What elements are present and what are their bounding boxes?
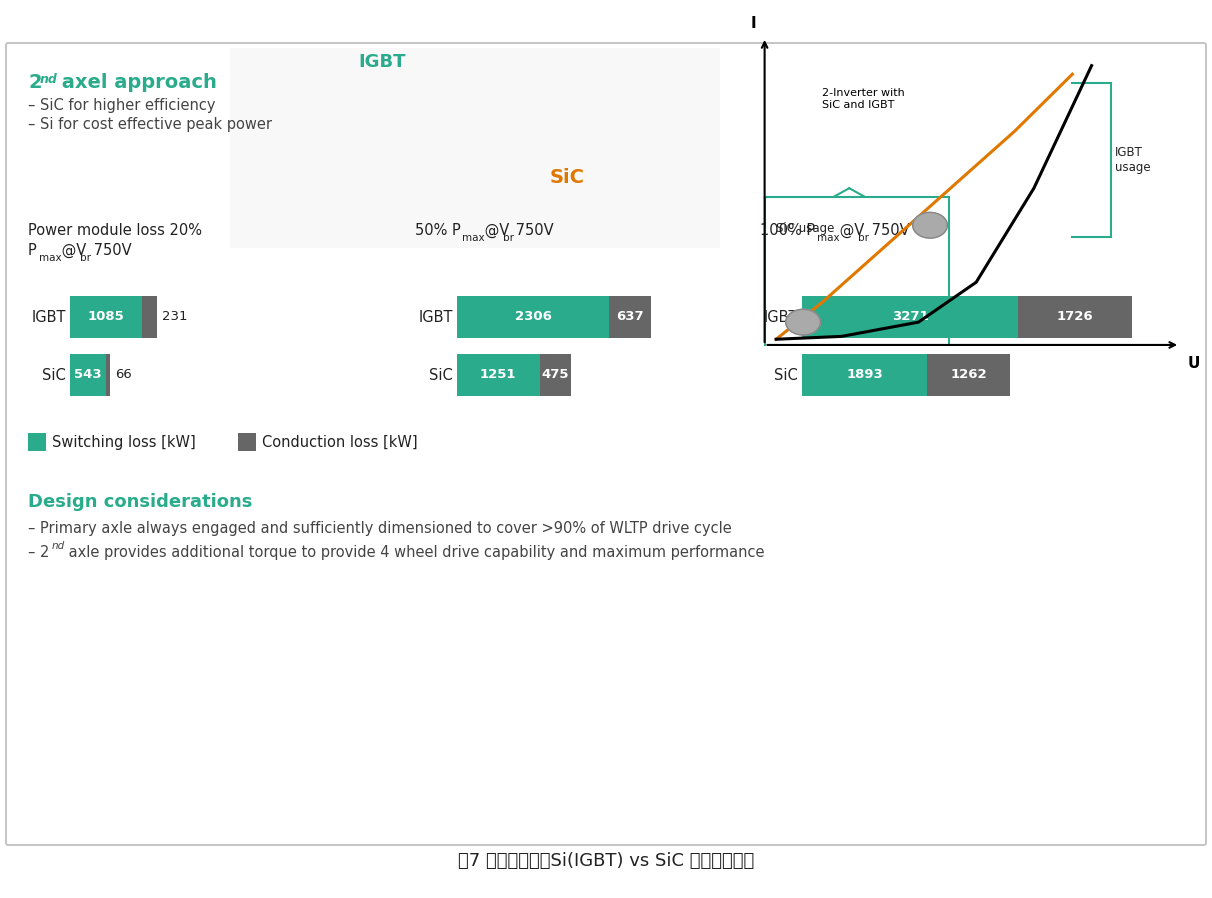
Text: Design considerations: Design considerations [28,493,252,511]
Text: 2306: 2306 [515,311,551,323]
Text: 66: 66 [115,368,132,382]
Text: IGBT
usage: IGBT usage [1115,145,1150,173]
Bar [802,354,927,396]
Bar [802,296,1018,338]
Bar [238,433,256,451]
Text: 3271: 3271 [892,311,928,323]
Text: max: max [462,233,485,243]
Text: nd: nd [40,73,58,86]
Text: nd: nd [52,541,65,551]
Text: 1262: 1262 [950,368,987,382]
Bar [70,296,142,338]
Text: – SiC for higher efficiency: – SiC for higher efficiency [28,98,216,113]
Text: IGBT: IGBT [32,310,65,324]
Text: axle provides additional torque to provide 4 wheel drive capability and maximum : axle provides additional torque to provi… [64,545,765,560]
Text: Power module loss 20%: Power module loss 20% [28,223,202,238]
Bar [457,354,539,396]
Text: 2-Inverter with
SiC and IGBT: 2-Inverter with SiC and IGBT [822,88,905,110]
Text: 100% P: 100% P [760,223,816,238]
Text: SiC: SiC [774,367,797,383]
Text: 231: 231 [162,311,188,323]
Text: axel approach: axel approach [55,73,217,92]
Text: br: br [80,253,91,263]
Text: 50% P: 50% P [415,223,461,238]
Text: SiC: SiC [42,367,65,383]
Bar [457,296,610,338]
Text: 475: 475 [542,368,568,382]
Bar [539,354,571,396]
Text: 1893: 1893 [846,368,882,382]
Text: Conduction loss [kW]: Conduction loss [kW] [262,435,418,450]
Text: 543: 543 [74,368,102,382]
Text: @V: @V [57,242,86,258]
Bar [142,296,156,338]
Text: br: br [503,233,514,243]
Bar [1018,296,1132,338]
Text: 750V: 750V [867,223,910,238]
Text: 1085: 1085 [87,311,124,323]
Text: IGBT: IGBT [764,310,797,324]
Circle shape [913,213,948,238]
Bar [927,354,1011,396]
Text: – 2: – 2 [28,545,50,560]
Text: IGBT: IGBT [358,53,406,71]
Text: @V: @V [480,223,509,238]
Text: P: P [28,243,36,258]
Text: 750V: 750V [511,223,554,238]
Bar [28,433,46,451]
Bar [105,354,110,396]
Text: 2: 2 [28,73,41,92]
Text: SiC usage: SiC usage [776,223,835,235]
Text: max: max [817,233,840,243]
Bar [230,48,720,248]
Text: – Primary axle always engaged and sufficiently dimensioned to cover >90% of WLTP: – Primary axle always engaged and suffic… [28,521,732,536]
Text: 637: 637 [617,311,644,323]
Text: br: br [858,233,869,243]
Text: 1726: 1726 [1057,311,1093,323]
Text: – Si for cost effective peak power: – Si for cost effective peak power [28,117,271,132]
Text: 图7 不同工况下的Si(IGBT) vs SiC 功耗性能对比: 图7 不同工况下的Si(IGBT) vs SiC 功耗性能对比 [458,852,754,870]
Bar [610,296,651,338]
Circle shape [785,309,821,335]
Text: I: I [750,16,756,31]
Text: SiC: SiC [550,168,585,187]
Text: 750V: 750V [88,243,132,258]
Text: SiC: SiC [429,367,453,383]
Text: U: U [1188,357,1200,372]
Text: @V: @V [835,223,864,238]
Text: max: max [39,253,62,263]
Text: 1251: 1251 [480,368,516,382]
Text: IGBT: IGBT [418,310,453,324]
Text: Switching loss [kW]: Switching loss [kW] [52,435,196,450]
Bar [70,354,105,396]
